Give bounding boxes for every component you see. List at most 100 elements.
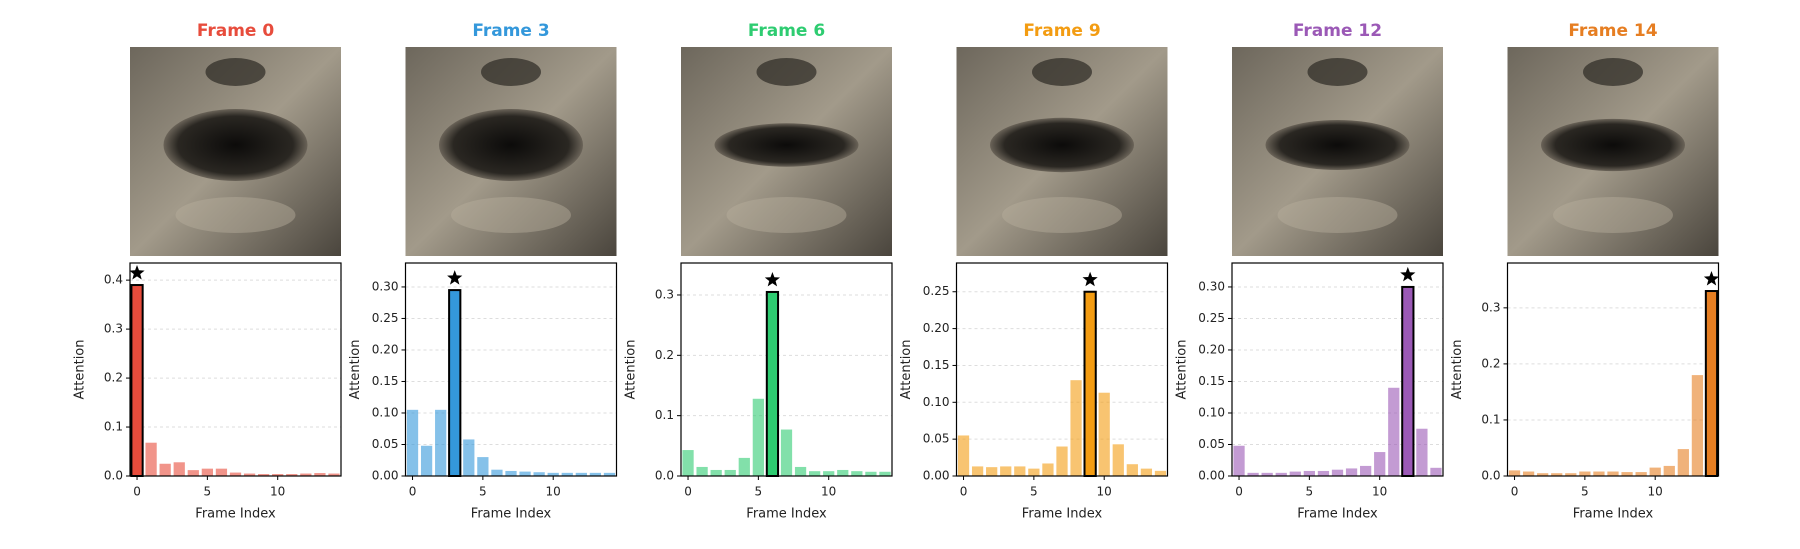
y-tick-label: 0.05 [923, 432, 950, 446]
mouth-image [130, 47, 341, 256]
bar [1140, 468, 1153, 476]
bar [448, 289, 462, 477]
bar [1522, 471, 1535, 476]
y-axis-label: Attention [899, 340, 914, 400]
x-axis-label: Frame Index [195, 507, 276, 522]
y-tick-label: 0.05 [372, 437, 399, 451]
x-tick-label: 10 [1097, 485, 1112, 499]
bar [1374, 452, 1386, 476]
bar [1154, 470, 1167, 476]
lips [714, 123, 859, 167]
bar [1014, 466, 1026, 476]
bar [1303, 470, 1315, 476]
bar [710, 469, 722, 476]
bar [682, 450, 694, 476]
peak-star [1400, 266, 1416, 282]
bar [1663, 465, 1675, 476]
bar [837, 469, 849, 476]
x-axis-label: Frame Index [746, 507, 827, 522]
bar [1028, 468, 1040, 476]
bar [243, 473, 256, 476]
x-tick-label: 0 [1511, 485, 1519, 499]
bar [272, 474, 284, 476]
y-tick-label: 0.20 [923, 321, 950, 335]
bar [1317, 470, 1330, 476]
y-tick-label: 0.15 [1198, 374, 1225, 388]
bar [1430, 467, 1442, 476]
panel-title: Frame 14 [1568, 21, 1657, 41]
bar [1247, 472, 1259, 476]
x-tick-label: 0 [1235, 485, 1243, 499]
bar [229, 472, 242, 476]
chin-light [451, 197, 571, 233]
bar [1042, 463, 1054, 476]
x-tick-label: 10 [546, 485, 561, 499]
x-tick-label: 5 [1581, 485, 1589, 499]
bar [435, 409, 447, 476]
bar [201, 468, 213, 476]
y-axis-label: Attention [73, 340, 88, 400]
bar [957, 435, 970, 476]
y-tick-label: 0.00 [372, 469, 399, 483]
bar [159, 463, 171, 476]
x-tick-label: 5 [755, 485, 763, 499]
y-tick-label: 0.15 [372, 374, 399, 388]
bar [1635, 472, 1647, 476]
x-tick-label: 0 [960, 485, 968, 499]
bar [879, 471, 891, 476]
panel: Frame 9 0.00 0.05 0.10 0.15 0.20 0.25 0 5 10 Frame… [899, 21, 1169, 522]
chin-light [1553, 197, 1673, 233]
peak-star [1082, 271, 1098, 287]
peak-star [764, 272, 780, 287]
axes-frame [1506, 262, 1720, 477]
mouth-image [1232, 47, 1443, 256]
y-tick-label: 0.10 [372, 405, 399, 419]
bar [300, 473, 312, 476]
bar [1416, 428, 1428, 476]
nose-shadow [481, 58, 541, 86]
bar [724, 469, 736, 476]
x-tick-label: 10 [821, 485, 836, 499]
bar [696, 466, 708, 476]
y-tick-label: 0.25 [372, 311, 399, 325]
bar [1126, 464, 1138, 476]
bar [1233, 445, 1245, 476]
bar [328, 473, 340, 476]
y-tick-label: 0.25 [923, 284, 950, 298]
x-tick-label: 5 [1030, 485, 1038, 499]
y-axis-label: Attention [1175, 340, 1190, 400]
bar [589, 472, 602, 476]
nose-shadow [1583, 58, 1643, 86]
bar [173, 462, 185, 476]
bar [1579, 471, 1591, 476]
panel-title: Frame 0 [197, 21, 275, 41]
peak-star [129, 265, 145, 280]
bar [491, 469, 503, 476]
bar [561, 472, 573, 476]
bar [809, 471, 821, 476]
bar [1621, 472, 1633, 476]
bar [1056, 446, 1068, 476]
y-tick-label: 0.05 [1198, 437, 1225, 451]
y-tick-label: 0.1 [104, 420, 123, 434]
y-tick-label: 0.15 [923, 358, 950, 372]
y-tick-label: 0.0 [655, 469, 674, 483]
axes-frame [680, 262, 893, 477]
mouth-image [681, 47, 892, 256]
bar [851, 471, 863, 476]
peak-star [447, 270, 463, 285]
y-tick-label: 0.1 [655, 408, 674, 422]
bar [752, 398, 764, 476]
x-axis-label: Frame Index [1573, 507, 1654, 522]
x-tick-label: 0 [133, 485, 141, 499]
bar [575, 472, 587, 476]
y-tick-label: 0.3 [104, 322, 123, 336]
bar [780, 429, 793, 476]
bar [1593, 471, 1605, 476]
y-tick-label: 0.2 [1481, 356, 1500, 370]
bar [258, 474, 270, 476]
y-tick-label: 0.0 [1481, 469, 1500, 483]
x-tick-label: 10 [1648, 485, 1663, 499]
bar [187, 470, 199, 476]
